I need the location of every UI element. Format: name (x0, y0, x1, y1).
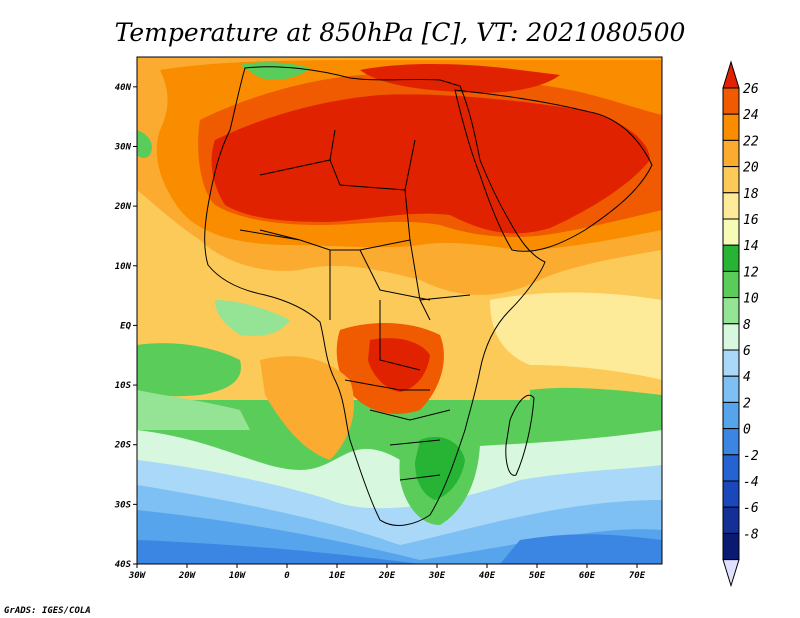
colorbar-bin (722, 113, 740, 141)
colorbar-bin (722, 218, 740, 246)
colorbar-label: 24 (743, 108, 759, 123)
colorbar-bin (722, 323, 740, 351)
lon-label: 30W (128, 571, 147, 581)
colorbar-bin (722, 166, 740, 194)
axis-ticks (133, 86, 638, 568)
colorbar-label: 10 (743, 292, 759, 307)
colorbar-label: -2 (743, 449, 759, 464)
colorbar-label: -4 (743, 475, 759, 490)
lat-label: 40N (115, 83, 132, 93)
plot-frame (136, 56, 663, 565)
colorbar-bin (722, 480, 740, 508)
colorbar-bin (722, 192, 740, 220)
longitude-labels: 30W 20W 10W 0 10E 20E 30E 40E 50E 60E 70E (128, 571, 646, 581)
lat-label: 30N (114, 142, 132, 152)
colorbar-label: 20 (743, 161, 759, 176)
lat-label: EQ (120, 321, 131, 331)
colorbar-label: 0 (743, 423, 751, 438)
colorbar-bin (722, 401, 740, 430)
lat-label: 40S (115, 560, 132, 570)
lat-label: 10S (115, 381, 132, 391)
map-title: Temperature at 850hPa [C], VT: 202108050… (115, 18, 686, 47)
colorbar-bin (722, 532, 740, 561)
lon-label: 50E (529, 571, 546, 581)
lon-label: 20W (178, 571, 197, 581)
colorbar-bin (722, 297, 740, 325)
colorbar-label: 16 (743, 213, 759, 228)
colorbar-label: -6 (743, 501, 759, 516)
colorbar-bin (722, 87, 740, 115)
lat-label: 10N (115, 262, 132, 272)
colorbar-bin (722, 270, 740, 299)
colorbar-bin (722, 139, 740, 168)
colorbar-label: 26 (743, 82, 759, 97)
colorbar-label: 6 (743, 344, 751, 359)
colorbar-label: 12 (743, 265, 759, 280)
lon-label: 30E (428, 571, 446, 581)
colorbar-label: -8 (743, 527, 759, 542)
lon-label: 70E (629, 571, 646, 581)
colorbar-top-arrow (722, 60, 740, 89)
colorbar-bin (722, 375, 740, 403)
lon-label: 20E (378, 571, 396, 581)
coastline-overlay (204, 66, 653, 526)
colorbar-bin (722, 244, 740, 272)
colorbar-label: 22 (743, 134, 759, 149)
colorbar-bin (722, 506, 740, 534)
latitude-labels: 40N 30N 20N 10N EQ 10S 20S 30S 40S (114, 83, 132, 570)
colorbar-label: 4 (743, 370, 751, 385)
lat-label: 30S (114, 500, 132, 510)
colorbar-label: 8 (743, 318, 751, 333)
temperature-field (137, 57, 662, 564)
colorbar-label: 2 (743, 396, 751, 411)
lat-label: 20S (114, 441, 132, 451)
lon-label: 10W (229, 571, 247, 581)
colorbar-bottom-arrow (722, 559, 740, 588)
colorbar-bin (722, 428, 740, 456)
lon-label: 10E (329, 571, 346, 581)
credit-label: GrADS: IGES/COLA (4, 606, 91, 616)
colorbar-bin (722, 454, 740, 482)
colorbar-label: 18 (743, 187, 759, 202)
colorbar-label: 14 (743, 239, 759, 254)
lon-label: 40E (479, 571, 496, 581)
lon-label: 0 (284, 571, 290, 581)
colorbar-bin (722, 349, 740, 377)
lon-label: 60E (579, 571, 596, 581)
lat-label: 20N (114, 202, 132, 212)
